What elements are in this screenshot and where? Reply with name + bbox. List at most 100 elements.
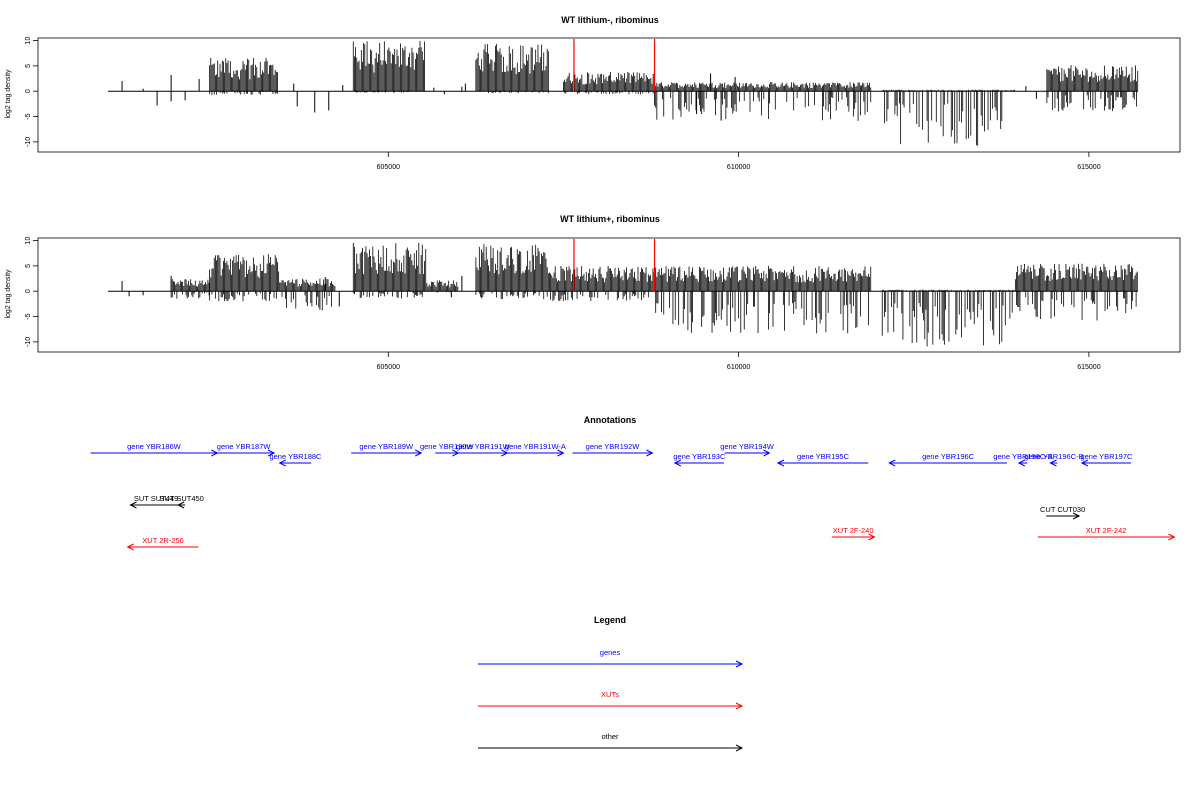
annotation-label: gene YBR191W-A [505,442,566,451]
annotation-arrowhead [129,501,137,509]
legend-item: XUTs [478,690,744,710]
y-tick-label: -5 [25,313,32,319]
y-tick-label: -10 [25,137,32,147]
annotation-arrowhead [776,459,785,467]
y-tick-label: 0 [25,289,32,293]
plot-frame [37,237,1181,353]
annotation-label: gene YBR196C [922,452,975,461]
coverage-bars [108,239,1138,347]
annotation-arrowhead [177,501,185,509]
legend-arrowhead [735,744,744,752]
coverage-panel-lithium-minus: WT lithium-, ribominus log2 tag density … [5,15,1181,171]
annotation-arrowhead [278,459,286,467]
x-tick-label: 610000 [727,364,750,371]
panel-title: WT lithium+, ribominus [560,214,660,224]
annotation-feature: gene YBR194W [720,442,775,457]
annotation-label: gene YBR187W [217,442,272,451]
annotation-feature: XUT 2F-242 [1037,526,1176,541]
annotation-feature: gene YBR196C [888,452,1007,467]
y-tick-label: -5 [25,113,32,119]
annotation-feature: CUT CUT030 [1040,505,1085,520]
annotation-label: gene YBR188C [269,452,322,461]
legend-label: genes [600,648,621,657]
legend: Legend genes XUTs other [478,615,744,752]
y-tick-label: 10 [25,37,32,45]
annotation-feature: gene YBR191W-A [505,442,566,457]
coverage-bars [108,39,1139,146]
annotation-feature: gene YBR193C [673,452,726,467]
annotation-label: gene YBR194W [720,442,775,451]
annotation-arrowhead [1017,459,1026,467]
annotation-label: gene YBR191W [456,442,511,451]
annotation-feature: gene YBR195C [776,452,869,467]
annotation-arrowhead [557,449,565,457]
annotation-arrowhead [267,449,276,457]
annotation-arrowhead [763,449,771,457]
annotation-arrowhead [415,449,423,457]
y-tick-label: 5 [25,64,32,68]
annotation-label: XUT 2F-240 [833,526,874,535]
annotations-track: Annotations gene YBR186W gene YBR187Wgene… [90,415,1176,551]
y-axis-label: log2 tag density [5,269,12,319]
annotation-label: gene YBR193C [673,452,726,461]
y-axis-label: log2 tag density [5,69,12,119]
y-tick-label: 10 [25,237,32,245]
annotation-label: gene YBR196C-B [1024,452,1083,461]
annotation-arrowhead [1072,512,1081,520]
annotation-feature: gene YBR196C-B [1024,452,1084,467]
annotation-feature: XUT 2R-256 [126,536,199,551]
y-tick-label: 0 [25,89,32,93]
annotation-feature: gene YBR197C [1080,452,1133,467]
annotation-arrowhead [868,533,876,541]
x-tick-label: 610000 [727,164,750,171]
annotations-title: Annotations [584,415,637,425]
annotation-feature: gene YBR192W [572,442,654,457]
x-tick-label: 615000 [1077,164,1100,171]
x-tick-label: 605000 [377,364,400,371]
annotation-arrowhead [1049,459,1057,467]
annotation-feature: SUT SUT449 [129,494,182,509]
annotation-label: gene YBR192W [586,442,641,451]
annotation-arrowhead [888,459,896,467]
plot-frame [37,37,1181,153]
axes: 10 5 0 -5 -10 605000 610000 615000 [25,37,1101,171]
annotation-arrowhead [1168,533,1176,541]
annotation-feature: gene YBR196C-A [993,452,1053,467]
x-tick-label: 605000 [377,164,400,171]
annotation-feature: XUT 2F-240 [831,526,876,541]
annotation-label: gene YBR195C [797,452,850,461]
legend-items: genes XUTs other [478,648,744,752]
annotation-label: SUT SUT449 [134,494,178,503]
legend-item: genes [478,648,744,668]
annotation-label: gene YBR196C-A [993,452,1052,461]
annotation-arrowhead [1080,459,1089,467]
y-tick-label: -10 [25,337,32,347]
annotation-label: gene YBR186W [127,442,182,451]
annotation-label: gene YBR197C [1080,452,1133,461]
legend-title: Legend [594,615,626,625]
legend-label: XUTs [601,690,619,699]
annotation-label: gene YBR190W [420,442,475,451]
annotation-arrowhead [646,449,654,457]
legend-arrowhead [735,660,744,668]
annotation-feature: gene YBR187W [213,442,276,457]
legend-label: other [601,732,619,741]
annotation-feature: gene YBR189W [351,442,423,457]
annotation-feature: SUT SUT450 [159,494,204,509]
x-tick-label: 615000 [1077,364,1100,371]
annotation-label: XUT 2F-242 [1086,526,1127,535]
legend-item: other [478,732,744,752]
annotation-arrowhead [673,459,682,467]
annotation-label: CUT CUT030 [1040,505,1085,514]
annotation-label: SUT SUT450 [159,494,203,503]
legend-arrowhead [735,702,744,710]
annotation-arrowhead [126,543,134,551]
annotation-label: XUT 2R-256 [142,536,184,545]
annotation-label: gene YBR189W [359,442,414,451]
axes: 10 5 0 -5 -10 605000 610000 615000 [25,237,1101,371]
coverage-panel-lithium-plus: WT lithium+, ribominus log2 tag density … [5,214,1181,371]
panel-title: WT lithium-, ribominus [561,15,659,25]
y-tick-label: 5 [25,264,32,268]
